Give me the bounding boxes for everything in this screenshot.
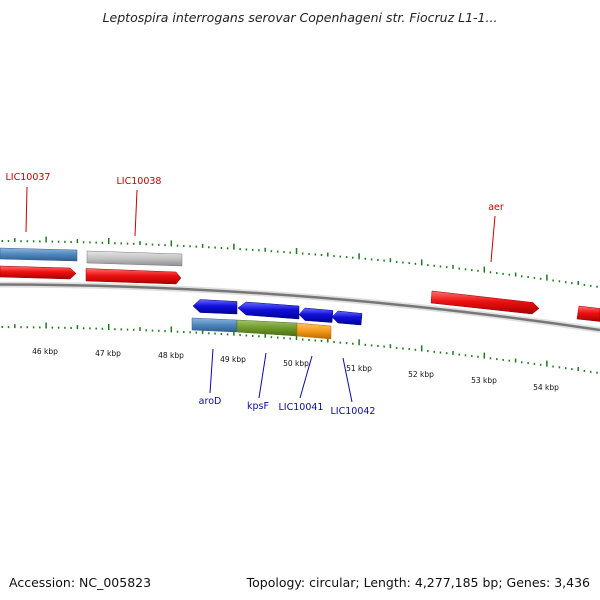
gene-arrow-lic10041[interactable] <box>298 307 334 323</box>
leader-lic10037 <box>25 186 28 233</box>
kbp-scale-labels: 46 kbp 47 kbp 48 kbp 49 kbp 50 kbp 51 kb… <box>32 347 559 392</box>
upper-scale-ticks <box>1 236 598 288</box>
gene-label-lic10037[interactable]: LIC10037 <box>6 172 51 183</box>
reverse-label-leaders <box>209 348 353 403</box>
gene-label-lic10042[interactable]: LIC10042 <box>331 406 376 417</box>
kbp-label-52: 52 kbp <box>408 370 434 379</box>
leader-aer <box>490 215 496 263</box>
kbp-label-50: 50 kbp <box>283 359 309 368</box>
kbp-label-53: 53 kbp <box>471 376 497 385</box>
gene-arrow-lic10037[interactable] <box>0 265 77 280</box>
leader-lic10041 <box>299 355 313 399</box>
kbp-label-49: 49 kbp <box>220 355 246 364</box>
cog-segment-arod[interactable] <box>191 317 238 333</box>
gene-label-aer[interactable]: aer <box>488 202 504 213</box>
cog-segment-lic10037[interactable] <box>0 247 78 262</box>
accession-text: Accession: NC_005823 <box>9 575 152 590</box>
map-title: Leptospira interrogans serovar Copenhage… <box>102 10 498 25</box>
kbp-label-46: 46 kbp <box>32 347 58 356</box>
gene-arrow-lic10038[interactable] <box>85 268 182 285</box>
gene-arrow-lic10042[interactable] <box>331 310 363 326</box>
gene-label-kpsf[interactable]: kpsF <box>247 401 269 412</box>
gene-arrow-aer[interactable] <box>430 290 540 315</box>
cog-segment-lic10041[interactable] <box>296 322 332 340</box>
genome-backbone-core <box>0 283 600 332</box>
forward-label-leaders <box>25 186 496 263</box>
cog-segment-kpsf[interactable] <box>236 319 298 337</box>
gene-label-arod[interactable]: aroD <box>199 396 222 407</box>
leader-lic10038 <box>134 189 138 237</box>
kbp-label-48: 48 kbp <box>158 351 184 360</box>
kbp-label-51: 51 kbp <box>346 364 372 373</box>
gene-label-lic10041[interactable]: LIC10041 <box>279 402 324 413</box>
leader-lic10042 <box>342 357 353 403</box>
genome-stats-text: Topology: circular; Length: 4,277,185 bp… <box>246 575 590 590</box>
gene-arrow-offscreen[interactable] <box>576 305 600 322</box>
leader-kpsf <box>258 352 267 399</box>
lower-scale-ticks <box>1 322 598 374</box>
gene-arrow-arod[interactable] <box>192 299 238 315</box>
leader-arod <box>209 348 214 394</box>
cog-segment-lic10038[interactable] <box>86 250 183 267</box>
gene-arrow-kpsf[interactable] <box>237 301 300 320</box>
gene-label-lic10038[interactable]: LIC10038 <box>117 176 162 187</box>
kbp-label-54: 54 kbp <box>533 383 559 392</box>
kbp-label-47: 47 kbp <box>95 349 121 358</box>
